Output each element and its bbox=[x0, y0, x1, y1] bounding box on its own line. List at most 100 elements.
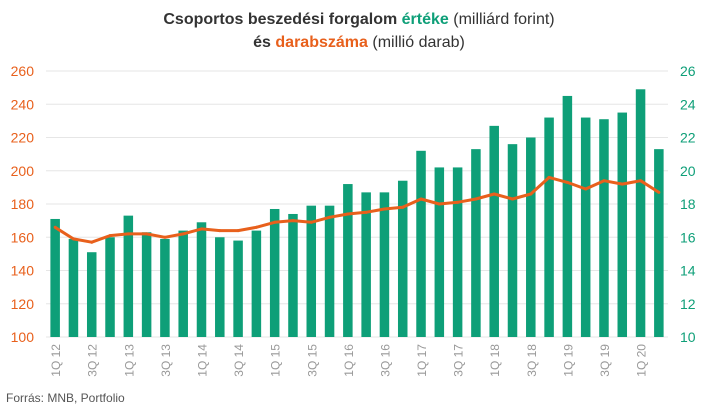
y-right-tick-label: 26 bbox=[680, 63, 696, 79]
bar-2Q-20 bbox=[654, 149, 664, 337]
y-left-tick-label: 200 bbox=[11, 163, 35, 179]
bar-3Q-17 bbox=[452, 167, 463, 337]
bar-3Q-19 bbox=[599, 119, 609, 338]
title-line2-unit: (millió darab) bbox=[372, 34, 465, 51]
title-line-2: és darabszáma (millió darab) bbox=[0, 31, 718, 54]
line-point-4Q-19 bbox=[620, 182, 624, 186]
line-point-1Q-12 bbox=[53, 225, 57, 229]
line-point-1Q-18 bbox=[492, 192, 496, 196]
y-right-tick-label: 20 bbox=[680, 163, 696, 179]
bar-2Q-13 bbox=[141, 232, 152, 337]
line-point-2Q-16 bbox=[364, 210, 368, 214]
line-point-3Q-17 bbox=[456, 200, 460, 204]
bar-1Q-17 bbox=[416, 150, 426, 337]
line-point-3Q-15 bbox=[309, 220, 313, 224]
x-tick-label: 1Q 15 bbox=[269, 344, 283, 377]
y-left-tick-label: 160 bbox=[11, 229, 35, 245]
bar-3Q-16 bbox=[379, 192, 390, 337]
line-point-1Q-19 bbox=[565, 180, 569, 184]
y-right-tick-label: 18 bbox=[680, 196, 696, 212]
line-point-2Q-20 bbox=[657, 190, 661, 194]
bar-4Q-17 bbox=[471, 149, 481, 337]
x-tick-label: 1Q 14 bbox=[196, 344, 210, 377]
x-tick-label: 3Q 17 bbox=[452, 344, 466, 377]
x-tick-label: 1Q 18 bbox=[488, 344, 502, 377]
bar-3Q-15 bbox=[306, 205, 317, 337]
line-point-3Q-12 bbox=[90, 240, 94, 244]
x-tick-label: 3Q 15 bbox=[305, 344, 319, 377]
y-left-tick-label: 120 bbox=[11, 296, 35, 312]
bar-1Q-15 bbox=[269, 208, 280, 337]
bar-4Q-13 bbox=[178, 230, 188, 337]
y-right-tick-label: 10 bbox=[680, 329, 696, 345]
x-tick-label: 3Q 16 bbox=[378, 344, 392, 377]
x-tick-label: 3Q 12 bbox=[86, 344, 100, 377]
x-tick-label: 1Q 16 bbox=[342, 344, 356, 377]
bar-3Q-13 bbox=[160, 238, 170, 337]
title-line-1: Csoportos beszedési forgalom értéke (mil… bbox=[0, 8, 718, 31]
bar-2Q-14 bbox=[215, 237, 225, 337]
bar-1Q-16 bbox=[343, 184, 353, 337]
bar-3Q-18 bbox=[526, 137, 536, 337]
line-point-4Q-12 bbox=[108, 234, 112, 238]
line-point-2Q-15 bbox=[291, 219, 295, 223]
line-point-4Q-14 bbox=[254, 225, 258, 229]
bar-2Q-12 bbox=[68, 238, 79, 337]
title-line1-bold: Csoportos beszedési forgalom bbox=[163, 11, 398, 28]
bar-3Q-14 bbox=[233, 240, 243, 337]
x-tick-label: 3Q 18 bbox=[525, 344, 539, 377]
line-point-2Q-12 bbox=[71, 237, 75, 241]
y-left-tick-label: 220 bbox=[11, 130, 35, 146]
bar-4Q-12 bbox=[105, 237, 115, 337]
line-point-4Q-15 bbox=[328, 215, 332, 219]
x-tick-label: 1Q 13 bbox=[122, 344, 136, 377]
title-count-highlight: darabszáma bbox=[275, 34, 368, 51]
bar-4Q-14 bbox=[251, 230, 262, 337]
x-tick-label: 1Q 12 bbox=[49, 344, 63, 377]
x-tick-label: 1Q 20 bbox=[635, 344, 649, 377]
bar-1Q-12 bbox=[50, 218, 60, 337]
y-left-tick-label: 260 bbox=[11, 63, 35, 79]
bar-2Q-17 bbox=[434, 167, 445, 337]
x-tick-label: 1Q 19 bbox=[561, 344, 575, 377]
y-left-tick-label: 180 bbox=[11, 196, 35, 212]
bar-2Q-18 bbox=[507, 144, 518, 337]
title-line2-bold: és bbox=[253, 34, 271, 51]
line-point-1Q-13 bbox=[126, 232, 130, 236]
chart-title: Csoportos beszedési forgalom értéke (mil… bbox=[0, 8, 718, 54]
bar-1Q-13 bbox=[123, 215, 134, 337]
line-point-2Q-19 bbox=[584, 187, 588, 191]
x-tick-label: 1Q 17 bbox=[415, 344, 429, 377]
bar-1Q-18 bbox=[489, 125, 499, 337]
line-point-1Q-20 bbox=[639, 179, 643, 183]
bar-4Q-19 bbox=[617, 112, 628, 337]
line-point-3Q-14 bbox=[236, 229, 240, 233]
line-point-2Q-18 bbox=[511, 197, 514, 201]
bar-2Q-16 bbox=[361, 192, 371, 337]
title-value-highlight: értéke bbox=[401, 11, 449, 28]
line-point-3Q-16 bbox=[382, 207, 386, 211]
bar-4Q-15 bbox=[324, 205, 335, 337]
x-tick-label: 3Q 13 bbox=[159, 344, 173, 377]
bar-2Q-15 bbox=[288, 213, 298, 337]
line-point-1Q-15 bbox=[273, 220, 277, 224]
line-point-3Q-19 bbox=[602, 179, 606, 183]
bar-3Q-12 bbox=[86, 252, 97, 337]
bar-1Q-19 bbox=[562, 95, 573, 337]
title-line1-unit: (milliárd forint) bbox=[453, 11, 555, 28]
bar-1Q-14 bbox=[196, 222, 207, 337]
source-note: Forrás: MNB, Portfolio bbox=[6, 391, 125, 405]
y-left-tick-label: 100 bbox=[11, 329, 35, 345]
line-point-1Q-14 bbox=[200, 227, 203, 231]
bar-4Q-18 bbox=[544, 117, 554, 337]
bar-1Q-20 bbox=[635, 89, 646, 337]
line-point-2Q-17 bbox=[437, 202, 441, 206]
line-point-1Q-17 bbox=[419, 197, 423, 201]
y-right-tick-label: 16 bbox=[680, 229, 696, 245]
x-tick-label: 3Q 14 bbox=[232, 344, 246, 377]
count-series-line bbox=[54, 175, 660, 244]
y-left-tick-label: 240 bbox=[11, 96, 35, 112]
y-right-tick-label: 24 bbox=[680, 96, 696, 112]
line-point-4Q-13 bbox=[181, 232, 185, 236]
